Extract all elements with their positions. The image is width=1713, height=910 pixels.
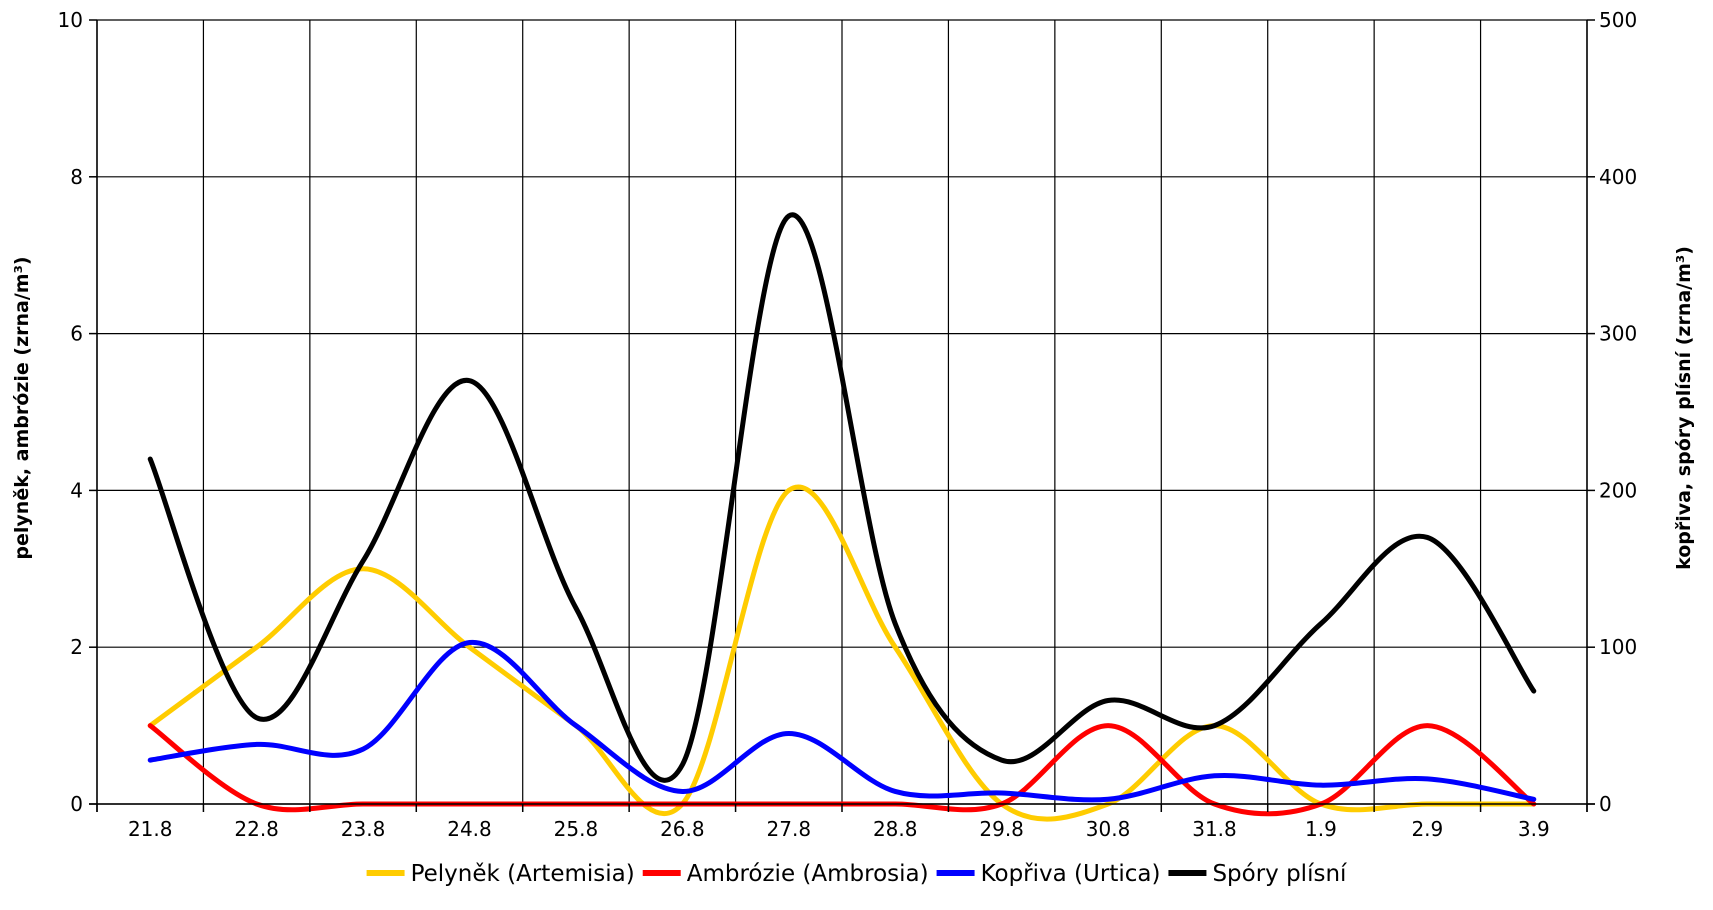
left-tick-label: 2 [70,635,83,659]
left-tick-label: 8 [70,165,83,189]
right-tick-label: 500 [1599,8,1637,32]
x-tick-label: 24.8 [447,817,492,841]
x-tick-label: 29.8 [979,817,1024,841]
right-tick-label: 0 [1599,792,1612,816]
x-tick-label: 26.8 [660,817,705,841]
x-tick-label: 3.9 [1518,817,1550,841]
x-tick-label: 21.8 [128,817,173,841]
series-line-kop-iva-urtica [147,639,1537,803]
legend-label: Spóry plísní [1212,861,1347,887]
x-tick-label: 1.9 [1305,817,1337,841]
right-tick-label: 100 [1599,635,1637,659]
x-tick-label: 23.8 [341,817,386,841]
legend-label: Kopřiva (Urtica) [981,861,1161,887]
legend-label: Pelyněk (Artemisia) [411,861,635,887]
right-tick-label: 300 [1599,322,1637,346]
legend: Pelyněk (Artemisia) Ambrózie (Ambrosia) Ko… [366,861,1347,887]
series-line-sp-ry-pl-sn [147,212,1537,783]
right-tick-label: 400 [1599,165,1637,189]
right-axis-ticks: 0 100 200 300 400 500 [1587,8,1637,816]
left-tick-label: 10 [58,8,83,32]
x-tick-label: 2.9 [1411,817,1443,841]
left-tick-label: 6 [70,322,83,346]
grid-lines [96,19,1588,805]
right-axis-title: kopřiva, spóry plísní (zrna/m³) [1673,246,1695,570]
left-tick-label: 4 [70,478,83,502]
x-tick-label: 28.8 [873,817,918,841]
legend-label: Ambrózie (Ambrosia) [687,861,929,887]
x-tick-label: 27.8 [767,817,812,841]
series-line-pelyn-k-artemisia [147,484,1537,822]
right-tick-label: 200 [1599,478,1637,502]
left-axis-title: pelyněk, ambrózie (zrna/m³) [11,256,33,559]
x-tick-label: 30.8 [1086,817,1131,841]
x-tick-label: 31.8 [1192,817,1237,841]
left-axis-ticks: 0 2 4 6 8 10 [58,8,97,816]
x-axis-ticks: 21.8 22.8 23.8 24.8 25.8 26.8 27.8 28.8 29.8 30.8… [96,804,1588,841]
x-tick-label: 22.8 [234,817,279,841]
x-tick-label: 25.8 [554,817,599,841]
left-tick-label: 0 [70,792,83,816]
